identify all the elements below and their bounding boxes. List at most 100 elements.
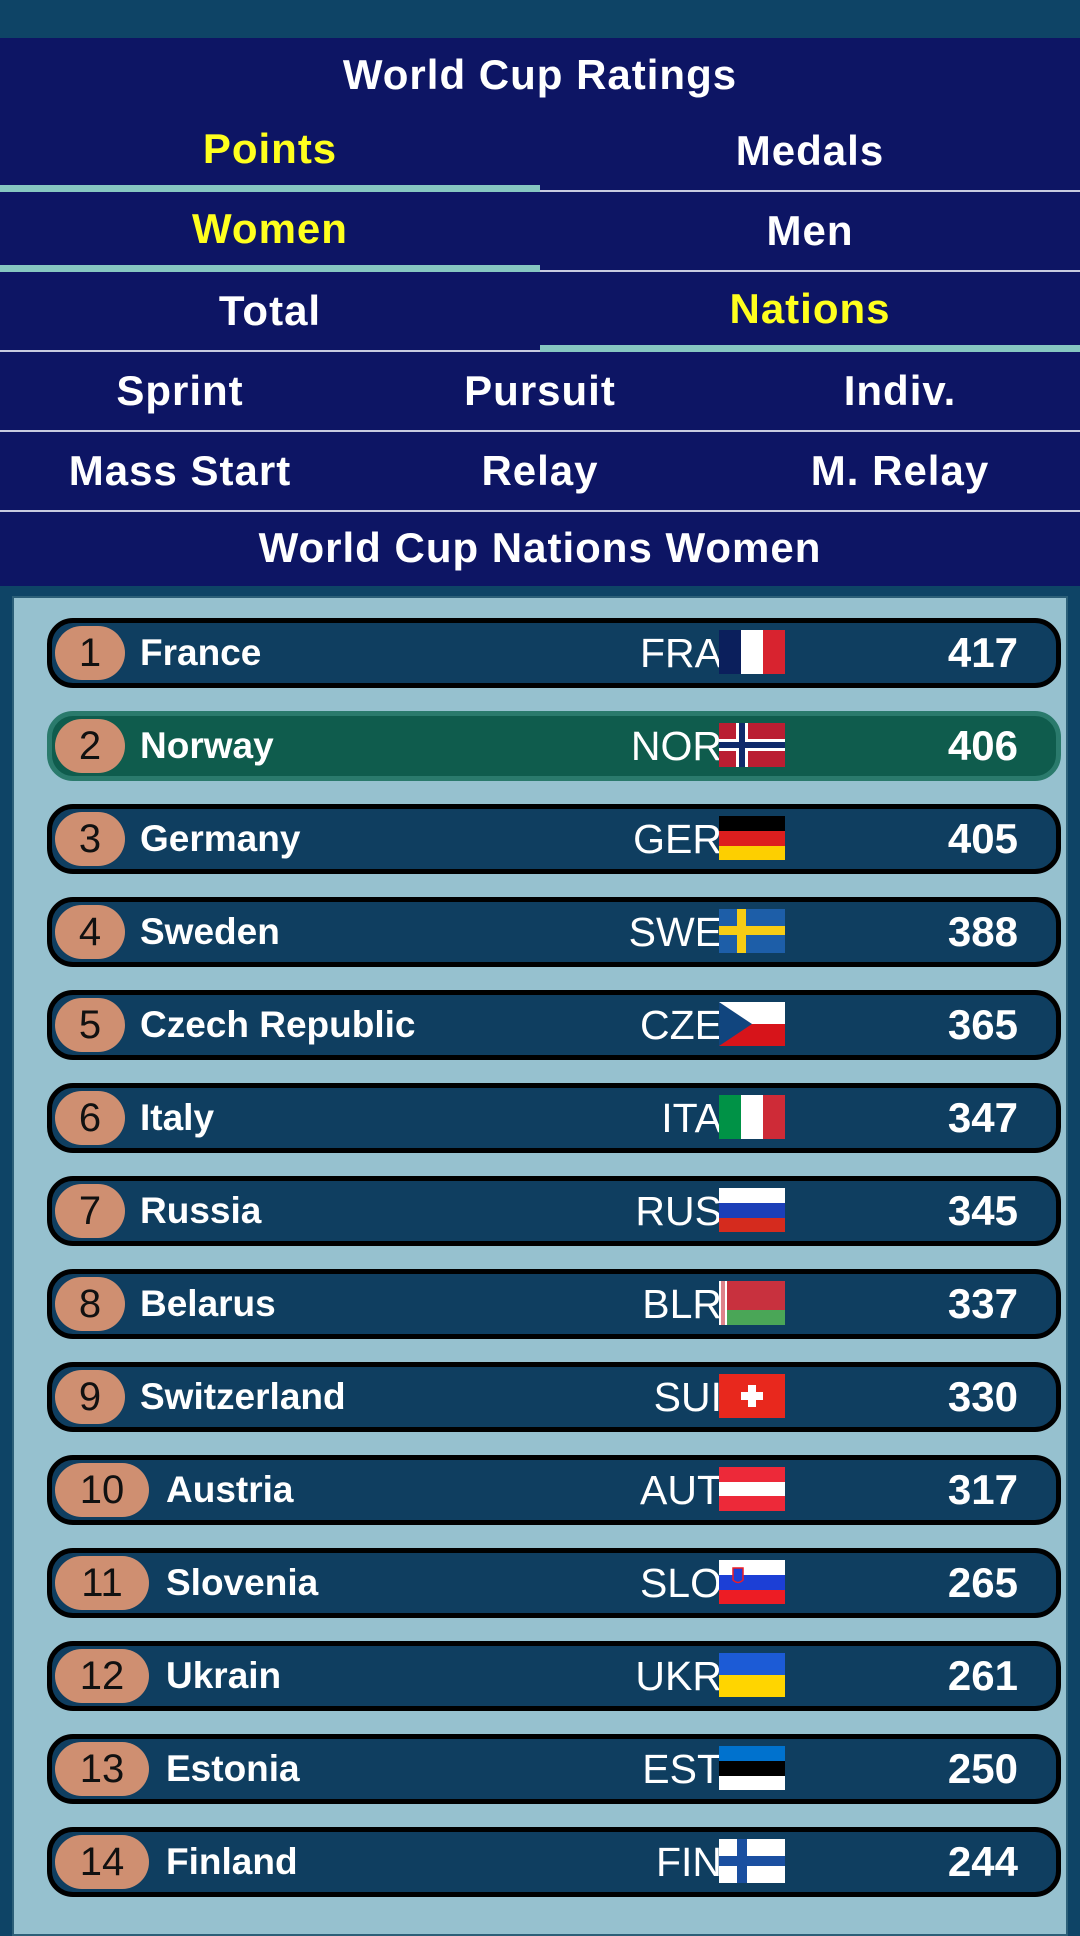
est-flag-icon bbox=[719, 1746, 785, 1790]
country-name: Norway bbox=[140, 725, 274, 766]
country-code: EST bbox=[642, 1746, 722, 1792]
points-value: 388 bbox=[947, 908, 1018, 955]
points-value: 405 bbox=[947, 815, 1018, 862]
tab-mass-start[interactable]: Mass Start bbox=[0, 432, 360, 512]
country-code: UKR bbox=[635, 1653, 722, 1699]
rank-badge: 11 bbox=[55, 1556, 149, 1610]
country-code: ITA bbox=[661, 1095, 722, 1141]
country-name: Italy bbox=[140, 1097, 215, 1138]
points-value: 330 bbox=[947, 1373, 1018, 1420]
points-value: 337 bbox=[947, 1280, 1018, 1327]
sui-flag-icon bbox=[719, 1374, 785, 1418]
country-code: SWE bbox=[628, 909, 722, 955]
ranking-row[interactable]: 13 Estonia EST 250 bbox=[47, 1734, 1061, 1804]
country-name: Ukrain bbox=[166, 1655, 282, 1696]
tab-row-scope: Total Nations bbox=[0, 272, 1080, 352]
rank-badge: 5 bbox=[55, 998, 125, 1052]
points-value: 250 bbox=[947, 1745, 1018, 1792]
ukr-flag-icon bbox=[719, 1653, 785, 1697]
rank-badge: 12 bbox=[55, 1649, 149, 1703]
ranking-row[interactable]: 12 Ukrain UKR 261 bbox=[47, 1641, 1061, 1711]
rank-badge: 4 bbox=[55, 905, 125, 959]
tab-pursuit[interactable]: Pursuit bbox=[360, 352, 720, 432]
status-bar bbox=[0, 0, 1080, 38]
nor-flag-icon bbox=[719, 723, 785, 767]
country-name: Finland bbox=[166, 1841, 298, 1882]
points-value: 417 bbox=[947, 629, 1018, 676]
country-name: Austria bbox=[166, 1469, 294, 1510]
slo-flag-icon bbox=[719, 1560, 785, 1604]
swe-flag-icon bbox=[719, 909, 785, 953]
rank-badge: 7 bbox=[55, 1184, 125, 1238]
tab-individual[interactable]: Indiv. bbox=[720, 352, 1080, 432]
ranking-row[interactable]: 5 Czech Republic CZE 365 bbox=[47, 990, 1061, 1060]
country-name: Switzerland bbox=[140, 1376, 346, 1417]
ita-flag-icon bbox=[719, 1095, 785, 1139]
ranking-row[interactable]: 4 Sweden SWE 388 bbox=[47, 897, 1061, 967]
app-title: World Cup Ratings bbox=[342, 51, 738, 98]
country-code: RUS bbox=[635, 1188, 722, 1234]
country-code: FRA bbox=[640, 630, 722, 676]
country-name: Estonia bbox=[166, 1748, 300, 1789]
points-value: 317 bbox=[947, 1466, 1018, 1513]
ranking-row-selected[interactable]: 2 Norway NOR 406 bbox=[47, 711, 1061, 781]
header bbox=[0, 38, 1080, 586]
rank-badge: 6 bbox=[55, 1091, 125, 1145]
points-value: 265 bbox=[947, 1559, 1018, 1606]
section-title: World Cup Nations Women bbox=[258, 524, 822, 571]
country-code: CZE bbox=[640, 1002, 722, 1048]
ranking-row[interactable]: 3 Germany GER 405 bbox=[47, 804, 1061, 874]
country-code: BLR bbox=[642, 1281, 722, 1327]
tab-men[interactable]: Men bbox=[540, 192, 1080, 272]
tab-row-discipline-1: Sprint Pursuit Indiv. bbox=[0, 352, 1080, 432]
rank-badge: 1 bbox=[55, 626, 125, 680]
rank-badge: 9 bbox=[55, 1370, 125, 1424]
rank-badge: 3 bbox=[55, 812, 125, 866]
ranking-row[interactable]: 11 Slovenia SLO 265 bbox=[47, 1548, 1061, 1618]
country-code: GER bbox=[633, 816, 722, 862]
tab-row-scoring: Points Medals bbox=[0, 112, 1080, 192]
tab-nations[interactable]: Nations bbox=[540, 272, 1080, 352]
country-code: AUT bbox=[640, 1467, 722, 1513]
points-value: 261 bbox=[947, 1652, 1018, 1699]
ranking-row[interactable]: 1 France FRA 417 bbox=[47, 618, 1061, 688]
ger-flag-icon bbox=[719, 816, 785, 860]
ranking-row[interactable]: 7 Russia RUS 345 bbox=[47, 1176, 1061, 1246]
points-value: 244 bbox=[947, 1838, 1018, 1885]
fin-flag-icon bbox=[719, 1839, 785, 1883]
rank-badge: 14 bbox=[55, 1835, 149, 1889]
country-name: Russia bbox=[140, 1190, 262, 1231]
country-code: SLO bbox=[639, 1560, 722, 1606]
tab-relay[interactable]: Relay bbox=[360, 432, 720, 512]
rus-flag-icon bbox=[719, 1188, 785, 1232]
points-value: 365 bbox=[947, 1001, 1018, 1048]
ranking-row[interactable]: 14 Finland FIN 244 bbox=[47, 1827, 1061, 1897]
rankings-list[interactable]: 1 France FRA 417 2 Norway NOR 406 3 Germ… bbox=[12, 596, 1068, 1936]
rank-badge: 2 bbox=[55, 719, 125, 773]
tab-mixed-relay[interactable]: M. Relay bbox=[720, 432, 1080, 512]
points-value: 345 bbox=[947, 1187, 1018, 1234]
tab-sprint[interactable]: Sprint bbox=[0, 352, 360, 432]
country-name: France bbox=[140, 632, 262, 673]
country-name: Germany bbox=[140, 818, 301, 859]
aut-flag-icon bbox=[719, 1467, 785, 1511]
ranking-row[interactable]: 9 Switzerland SUI 330 bbox=[47, 1362, 1061, 1432]
tab-women[interactable]: Women bbox=[0, 192, 540, 272]
ranking-row[interactable]: 6 Italy ITA 347 bbox=[47, 1083, 1061, 1153]
rank-badge: 8 bbox=[55, 1277, 125, 1331]
country-name: Czech Republic bbox=[140, 1004, 416, 1045]
country-name: Sweden bbox=[140, 911, 280, 952]
tab-medals[interactable]: Medals bbox=[540, 112, 1080, 192]
tab-row-gender: Women Men bbox=[0, 192, 1080, 272]
cze-flag-icon bbox=[719, 1002, 785, 1046]
ranking-row[interactable]: 8 Belarus BLR 337 bbox=[47, 1269, 1061, 1339]
rank-badge: 13 bbox=[55, 1742, 149, 1796]
tab-points[interactable]: Points bbox=[0, 112, 540, 192]
points-value: 347 bbox=[947, 1094, 1018, 1141]
ranking-row[interactable]: 10 Austria AUT 317 bbox=[47, 1455, 1061, 1525]
tab-total[interactable]: Total bbox=[0, 272, 540, 352]
country-code: SUI bbox=[653, 1374, 722, 1420]
blr-flag-icon bbox=[719, 1281, 785, 1325]
rank-badge: 10 bbox=[55, 1463, 149, 1517]
country-code: FIN bbox=[655, 1839, 722, 1885]
